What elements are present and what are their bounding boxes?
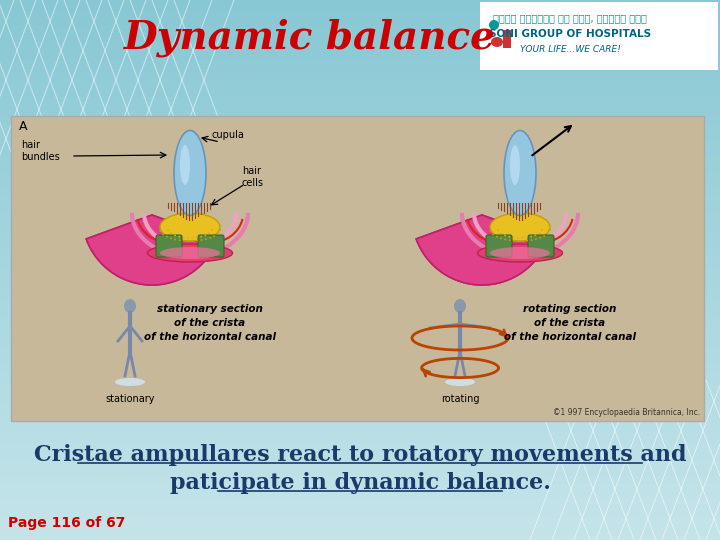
Ellipse shape: [160, 247, 220, 259]
Ellipse shape: [491, 37, 503, 47]
Text: ©1 997 Encyclopaedia Britannica, Inc.: ©1 997 Encyclopaedia Britannica, Inc.: [553, 408, 700, 417]
Text: stationary section
of the crista
of the horizontal canal: stationary section of the crista of the …: [144, 304, 276, 342]
Ellipse shape: [115, 378, 145, 386]
Text: YOUR LIFE...WE CARE!: YOUR LIFE...WE CARE!: [520, 45, 621, 55]
FancyBboxPatch shape: [198, 235, 224, 257]
Ellipse shape: [477, 244, 562, 262]
Text: A: A: [19, 120, 27, 133]
Ellipse shape: [454, 299, 466, 313]
Ellipse shape: [124, 299, 136, 313]
Ellipse shape: [174, 131, 206, 215]
Wedge shape: [416, 215, 548, 285]
Text: paticipate in dynamic balance.: paticipate in dynamic balance.: [170, 472, 550, 494]
FancyBboxPatch shape: [156, 235, 182, 257]
FancyBboxPatch shape: [528, 235, 554, 257]
Text: rotating section
of the crista
of the horizontal canal: rotating section of the crista of the ho…: [504, 304, 636, 342]
Text: Page 116 of 67: Page 116 of 67: [8, 516, 125, 530]
Ellipse shape: [504, 31, 512, 39]
Text: rotating: rotating: [441, 394, 480, 404]
Ellipse shape: [490, 213, 550, 241]
Ellipse shape: [148, 244, 233, 262]
Wedge shape: [416, 215, 548, 285]
Ellipse shape: [160, 213, 220, 241]
Ellipse shape: [490, 247, 550, 259]
Ellipse shape: [510, 145, 520, 185]
Text: Dynamic balance: Dynamic balance: [124, 19, 496, 57]
Text: Cristae ampullares react to rotatory movements and: Cristae ampullares react to rotatory mov…: [34, 444, 686, 466]
Ellipse shape: [445, 378, 475, 386]
Text: hair
cells: hair cells: [242, 166, 264, 187]
Text: SONI GROUP OF HOSPITALS: SONI GROUP OF HOSPITALS: [489, 29, 651, 39]
Text: hair
bundles: hair bundles: [21, 140, 60, 161]
Ellipse shape: [504, 131, 536, 215]
Text: stationary: stationary: [105, 394, 155, 404]
Ellipse shape: [180, 145, 190, 185]
FancyBboxPatch shape: [486, 235, 512, 257]
Text: cupula: cupula: [212, 130, 245, 140]
Bar: [480, 2, 718, 70]
Bar: [503, 30, 511, 48]
Wedge shape: [86, 215, 217, 285]
Bar: [11, 116, 704, 421]
Text: करें जिंदगी की बात, हमारे साथ: करें जिंदगी की बात, हमारे साथ: [493, 13, 647, 23]
Wedge shape: [86, 215, 217, 285]
Ellipse shape: [489, 20, 499, 30]
